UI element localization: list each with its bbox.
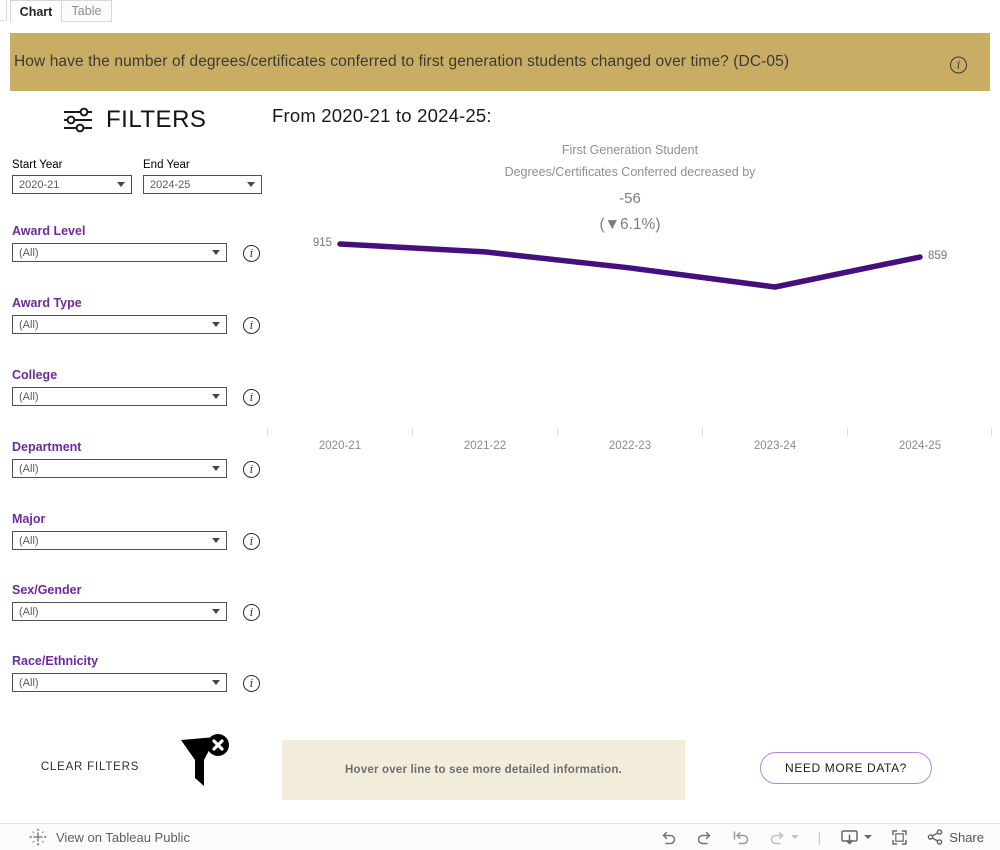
share-icon [927,829,943,845]
undo-button[interactable] [660,830,677,845]
chevron-down-icon [212,322,220,327]
tab-chart-label: Chart [19,4,53,19]
filter-dropdown-award-type[interactable]: (All) [12,315,227,334]
college-info-icon[interactable]: i [243,389,260,406]
tab-table[interactable]: Table [62,0,112,22]
sex-gender-info-icon[interactable]: i [243,604,260,621]
filter-label-major: Major [12,512,46,526]
filter-dropdown-race-ethnicity[interactable]: (All) [12,673,227,692]
fullscreen-button[interactable] [891,829,908,846]
filters-header: FILTERS [60,105,206,135]
toolbar-separator: | [817,829,822,845]
filter-label-award-type: Award Type [12,296,82,310]
axis-ticks [267,428,992,436]
share-label: Share [949,829,984,845]
start-year-dropdown[interactable]: 2020-21 [12,175,132,194]
line-chart-svg[interactable] [267,230,992,455]
refresh-caret-icon [790,835,799,839]
tableau-logo-icon [29,828,47,846]
filter-dropdown-college[interactable]: (All) [12,387,227,406]
sheet-tabbar: Chart Table [0,0,1000,22]
chevron-down-icon [247,182,255,187]
hover-hint-box: Hover over line to see more detailed inf… [282,740,685,800]
tableau-footer: View on Tableau Public | Share [0,823,1000,850]
revert-button[interactable] [732,830,750,845]
filter-dropdown-award-level[interactable]: (All) [12,243,227,262]
chart-annotation: First Generation Student Degrees/Certifi… [430,139,830,234]
chevron-down-icon [117,182,125,187]
clear-filters-button[interactable]: CLEAR FILTERS [40,761,140,773]
award-level-info-icon[interactable]: i [243,245,260,262]
last-point-value: 859 [928,250,948,262]
refresh-button[interactable] [769,830,799,845]
axis-label-2021-22: 2021-22 [463,440,507,452]
chevron-down-icon [212,466,220,471]
annotation-change-percent: (▼6.1%) [599,216,661,233]
trend-line[interactable] [337,241,923,290]
clear-filters-icon-button[interactable] [176,732,232,801]
filter-label-department: Department [12,440,82,454]
sliders-icon [64,107,92,133]
filter-label-sex-gender: Sex/Gender [12,583,82,597]
filter-label-college: College [12,368,58,382]
funnel-clear-icon [181,734,229,786]
filter-dropdown-department[interactable]: (All) [12,459,227,478]
download-button[interactable] [840,829,873,846]
banner-info-icon[interactable]: i [950,56,967,74]
redo-button[interactable] [696,830,713,845]
view-on-tableau-public-label: View on Tableau Public [56,829,190,845]
first-point-value: 915 [312,237,332,249]
need-more-data-button[interactable]: NEED MORE DATA? [760,752,932,784]
share-button[interactable]: Share [927,829,984,845]
tab-stub [0,0,7,21]
end-year-label: End Year [143,159,190,171]
hover-hint-text: Hover over line to see more detailed inf… [345,764,622,776]
annotation-line2: Degrees/Certificates Conferred decreased… [504,165,756,179]
tab-chart[interactable]: Chart [10,0,62,22]
chevron-down-icon [212,538,220,543]
annotation-line1: First Generation Student [561,143,699,157]
filter-dropdown-sex-gender[interactable]: (All) [12,602,227,621]
major-info-icon[interactable]: i [243,533,260,550]
view-on-tableau-public-link[interactable]: View on Tableau Public [29,824,190,850]
period-heading: From 2020-21 to 2024-25: [272,105,492,126]
question-banner: How have the number of degrees/certifica… [10,33,990,91]
chevron-down-icon [212,609,220,614]
start-year-label: Start Year [12,159,63,171]
download-caret-icon [864,835,873,839]
filter-label-award-level: Award Level [12,224,86,238]
axis-label-2023-24: 2023-24 [753,440,797,452]
end-year-dropdown[interactable]: 2024-25 [143,175,262,194]
axis-label-2024-25: 2024-25 [898,440,942,452]
race-ethnicity-info-icon[interactable]: i [243,675,260,692]
axis-label-2020-21: 2020-21 [318,440,362,452]
chevron-down-icon [212,680,220,685]
tab-table-label: Table [71,4,102,18]
annotation-change-value: -56 [619,190,641,207]
chevron-down-icon [212,250,220,255]
filter-dropdown-major[interactable]: (All) [12,531,227,550]
footer-toolbar: | Share [660,824,984,850]
filters-title: FILTERS [106,106,207,133]
chevron-down-icon [212,394,220,399]
award-type-info-icon[interactable]: i [243,317,260,334]
department-info-icon[interactable]: i [243,461,260,478]
filter-label-race-ethnicity: Race/Ethnicity [12,654,99,668]
axis-label-2022-23: 2022-23 [608,440,652,452]
question-banner-title: How have the number of degrees/certifica… [14,53,790,70]
